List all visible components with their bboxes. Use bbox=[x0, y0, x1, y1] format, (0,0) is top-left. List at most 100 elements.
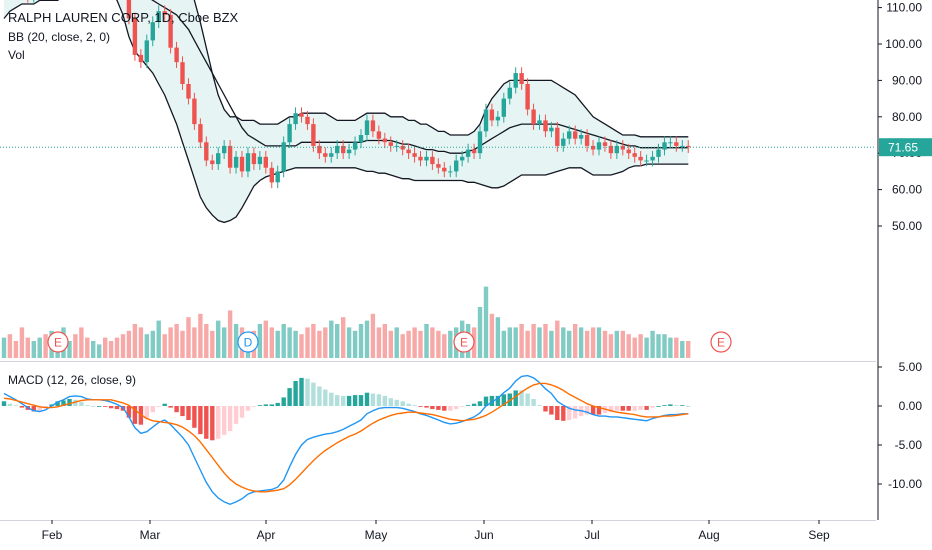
candle-body bbox=[329, 153, 334, 157]
macd-histogram-bar bbox=[501, 394, 506, 406]
volume-bar bbox=[590, 327, 596, 358]
candle-body bbox=[656, 149, 661, 157]
candle-body bbox=[507, 87, 512, 99]
candle-body bbox=[394, 145, 399, 147]
volume-bar bbox=[370, 313, 376, 358]
macd-histogram-bar bbox=[156, 406, 161, 407]
volume-bar bbox=[341, 317, 346, 358]
volume-bar bbox=[126, 330, 132, 358]
macd-histogram-bar bbox=[162, 403, 167, 406]
macd-histogram-bar bbox=[1, 401, 7, 406]
macd-histogram-bar bbox=[210, 406, 215, 441]
marker-circle bbox=[237, 331, 259, 353]
candle-body bbox=[602, 142, 608, 146]
candle-body bbox=[168, 14, 173, 48]
macd-indicator-label[interactable]: MACD (12, 26, close, 9) bbox=[8, 373, 137, 387]
volume-bar bbox=[436, 330, 441, 358]
macd-histogram-bar bbox=[620, 406, 625, 411]
macd-tick-label: 0.00 bbox=[899, 399, 923, 413]
symbol-title: RALPH LAUREN CORP, 1D, Cboe BZX bbox=[8, 10, 239, 25]
macd-histogram-bar bbox=[549, 406, 554, 415]
candle-body bbox=[608, 145, 614, 154]
macd-histogram-bar bbox=[400, 401, 405, 406]
candle-body bbox=[156, 11, 161, 23]
volume-bar bbox=[186, 317, 191, 358]
macd-histogram-bar bbox=[477, 401, 483, 406]
macd-histogram-bar bbox=[67, 399, 72, 406]
candle-body bbox=[317, 145, 322, 154]
earnings-marker[interactable]: E bbox=[47, 331, 69, 353]
candle-body bbox=[519, 73, 524, 84]
candle-body bbox=[245, 153, 251, 172]
volume-bar bbox=[614, 330, 619, 358]
volume-bar bbox=[210, 330, 215, 358]
macd-histogram-bar bbox=[204, 406, 209, 439]
volume-bar bbox=[67, 341, 72, 358]
volume-bar bbox=[192, 327, 197, 358]
macd-histogram-bar bbox=[406, 403, 411, 406]
volume-bar bbox=[567, 330, 572, 358]
volume-bar bbox=[448, 330, 453, 358]
macd-histogram-bar bbox=[13, 405, 19, 406]
volume-bar bbox=[168, 327, 173, 358]
volume-bar bbox=[174, 324, 179, 358]
candle-body bbox=[430, 156, 435, 165]
macd-histogram-bar bbox=[442, 406, 447, 411]
volume-bar bbox=[97, 344, 102, 358]
candle-body bbox=[257, 156, 263, 165]
volume-bar bbox=[668, 337, 673, 358]
volume-bar bbox=[364, 320, 370, 358]
macd-histogram-bar bbox=[561, 406, 566, 421]
macd-tick-label: -5.00 bbox=[895, 438, 923, 452]
bb-indicator-label[interactable]: BB (20, close, 2, 0) bbox=[8, 30, 111, 44]
price-tick-label: 60.00 bbox=[892, 183, 922, 197]
candle-body bbox=[382, 138, 387, 143]
macd-histogram-bar bbox=[436, 406, 441, 410]
earnings-marker[interactable]: E bbox=[710, 331, 732, 353]
volume-bar bbox=[418, 330, 423, 358]
candle-body bbox=[638, 156, 643, 161]
candle-body bbox=[364, 120, 370, 135]
macd-histogram-bar bbox=[495, 395, 501, 406]
volume-bar bbox=[608, 334, 614, 358]
candle-body bbox=[400, 145, 405, 150]
candle-body bbox=[162, 11, 167, 15]
candle-body bbox=[204, 142, 209, 161]
dividend-marker[interactable]: D bbox=[237, 331, 259, 353]
macd-histogram-bar bbox=[132, 406, 138, 424]
candle-body bbox=[614, 145, 619, 154]
macd-histogram-bar bbox=[668, 404, 673, 406]
marker-label: E bbox=[717, 336, 725, 350]
macd-histogram-bar bbox=[198, 406, 203, 435]
volume-indicator-label[interactable]: Vol bbox=[8, 48, 25, 62]
price-tick-label: 100.00 bbox=[885, 37, 922, 51]
macd-histogram-bar bbox=[281, 397, 286, 406]
macd-histogram-bar bbox=[674, 405, 679, 406]
macd-histogram-bar bbox=[370, 393, 376, 406]
volume-bar bbox=[507, 327, 512, 358]
volume-bar bbox=[43, 334, 48, 358]
volume-bar bbox=[531, 324, 536, 358]
volume-bar bbox=[602, 330, 608, 358]
macd-histogram-bar bbox=[376, 394, 382, 406]
volume-bar bbox=[120, 334, 126, 358]
macd-histogram-bar bbox=[448, 406, 453, 411]
volume-bar bbox=[293, 330, 298, 358]
volume-bar bbox=[400, 334, 405, 358]
volume-bar bbox=[305, 327, 310, 358]
volume-bar bbox=[31, 341, 36, 358]
macd-histogram-bar bbox=[358, 395, 364, 406]
volume-bar bbox=[358, 324, 364, 358]
earnings-marker[interactable]: E bbox=[453, 331, 475, 353]
marker-circle bbox=[453, 331, 475, 353]
candle-body bbox=[495, 116, 501, 121]
macd-histogram-bar bbox=[233, 406, 239, 424]
volume-bar bbox=[233, 324, 239, 358]
time-tick-label: Sep bbox=[808, 528, 830, 542]
macd-histogram-bar bbox=[245, 406, 251, 411]
macd-histogram-bar bbox=[590, 406, 596, 415]
volume-bar bbox=[573, 324, 578, 358]
macd-histogram-bar bbox=[489, 395, 495, 406]
volume-bar bbox=[650, 330, 655, 358]
volume-bar bbox=[287, 327, 292, 358]
